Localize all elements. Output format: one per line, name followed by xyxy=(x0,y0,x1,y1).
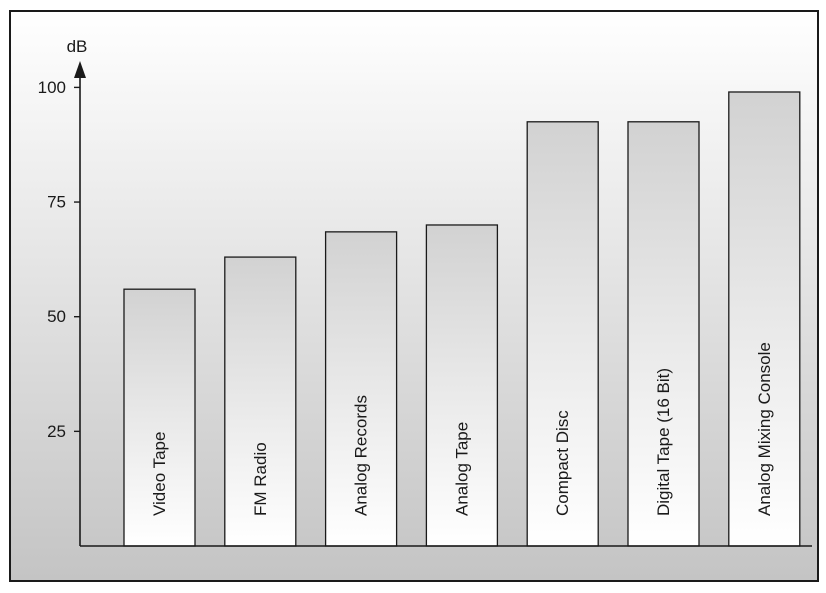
y-tick-label-1: 50 xyxy=(47,307,66,326)
bar-3 xyxy=(425,224,499,547)
bar-4 xyxy=(526,121,599,547)
bar-label-2: Analog Records xyxy=(352,395,371,516)
bar-1 xyxy=(224,256,297,547)
bar-label-5: Digital Tape (16 Bit) xyxy=(654,368,673,516)
bar-label-3: Analog Tape xyxy=(452,422,471,516)
bar-6 xyxy=(728,91,801,547)
bar-2 xyxy=(324,231,398,547)
y-tick-label-3: 100 xyxy=(38,78,66,97)
bar-label-6: Analog Mixing Console xyxy=(755,342,774,516)
bar-label-0: Video Tape xyxy=(150,432,169,516)
bar-label-1: FM Radio xyxy=(251,442,270,516)
y-tick-label-2: 75 xyxy=(47,193,66,212)
y-axis-arrow xyxy=(74,61,86,78)
y-tick-label-0: 25 xyxy=(47,422,66,441)
axes-layer: 25 50 75 100 xyxy=(38,61,812,547)
bars-layer: Video Tape FM Radio Analog Records Analog T… xyxy=(123,91,801,547)
bar-label-4: Compact Disc xyxy=(553,410,572,516)
bar-5 xyxy=(627,121,700,547)
bar-0 xyxy=(123,288,196,547)
y-axis-label: dB xyxy=(67,37,88,56)
